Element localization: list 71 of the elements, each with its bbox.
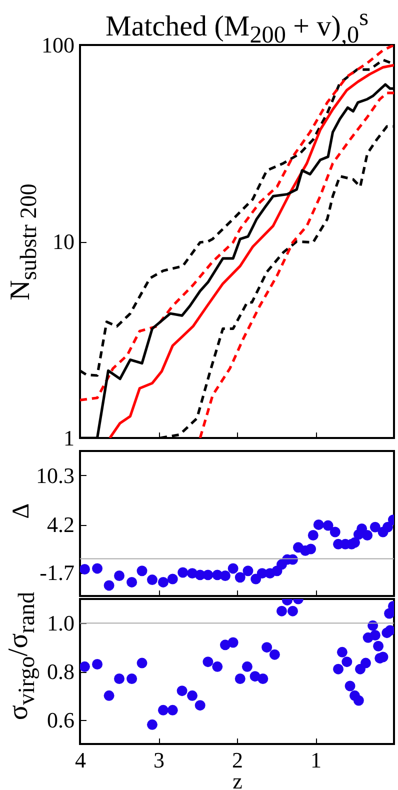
y-axis-title: Δ	[8, 502, 36, 518]
point	[370, 630, 380, 640]
point	[362, 530, 373, 540]
point	[178, 567, 188, 578]
x-tick-label: 3	[154, 748, 164, 772]
y-tick-label: 0.8	[47, 659, 74, 684]
point	[360, 658, 371, 668]
point	[342, 656, 352, 668]
point	[306, 544, 316, 554]
point	[158, 576, 168, 588]
point	[228, 563, 238, 574]
point	[220, 570, 230, 581]
point	[176, 686, 188, 696]
point	[202, 570, 214, 580]
y-tick-label: 10.3	[36, 462, 74, 488]
point	[276, 606, 287, 616]
point	[308, 530, 318, 540]
point	[242, 661, 252, 672]
point	[126, 576, 138, 588]
point	[187, 690, 198, 701]
point	[92, 659, 103, 670]
point	[344, 680, 356, 692]
point	[262, 642, 272, 653]
point	[126, 674, 138, 684]
x-tick-label: 1	[310, 748, 322, 772]
point	[167, 574, 178, 584]
point	[384, 608, 394, 619]
point	[234, 674, 246, 684]
point	[373, 640, 384, 652]
y-tick-label: 10	[52, 229, 74, 254]
y-tick-label: -1.7	[40, 560, 74, 586]
point	[313, 519, 324, 530]
point	[322, 520, 334, 531]
point	[353, 695, 364, 706]
y-tick-label: 0.6	[47, 707, 74, 732]
point	[146, 574, 158, 586]
point	[167, 704, 178, 716]
point	[378, 652, 388, 662]
point	[382, 522, 393, 532]
point	[336, 646, 348, 658]
point	[92, 563, 103, 574]
y-tick-label: 1.0	[47, 610, 74, 636]
y-tick-label: 4.2	[47, 512, 74, 538]
point	[202, 656, 214, 668]
point	[136, 658, 148, 668]
point	[146, 719, 158, 730]
point	[287, 606, 298, 616]
point	[104, 580, 114, 591]
point	[330, 526, 340, 538]
point	[194, 700, 206, 711]
x-tick-label: 4	[75, 748, 86, 772]
point	[114, 570, 124, 581]
y-tick-label: 1	[64, 426, 74, 450]
point	[333, 664, 344, 674]
point	[104, 690, 114, 701]
point	[114, 674, 124, 684]
point	[234, 572, 246, 583]
point	[258, 674, 268, 684]
point	[384, 625, 394, 636]
point	[212, 661, 223, 672]
point	[269, 649, 280, 660]
point	[80, 661, 90, 672]
point	[242, 566, 254, 576]
y-tick-label: 100	[42, 32, 74, 58]
point	[228, 637, 238, 648]
point	[80, 564, 90, 574]
point	[136, 566, 148, 576]
point	[370, 522, 380, 532]
point	[158, 704, 168, 716]
point	[350, 537, 360, 548]
line-series	[198, 92, 394, 438]
